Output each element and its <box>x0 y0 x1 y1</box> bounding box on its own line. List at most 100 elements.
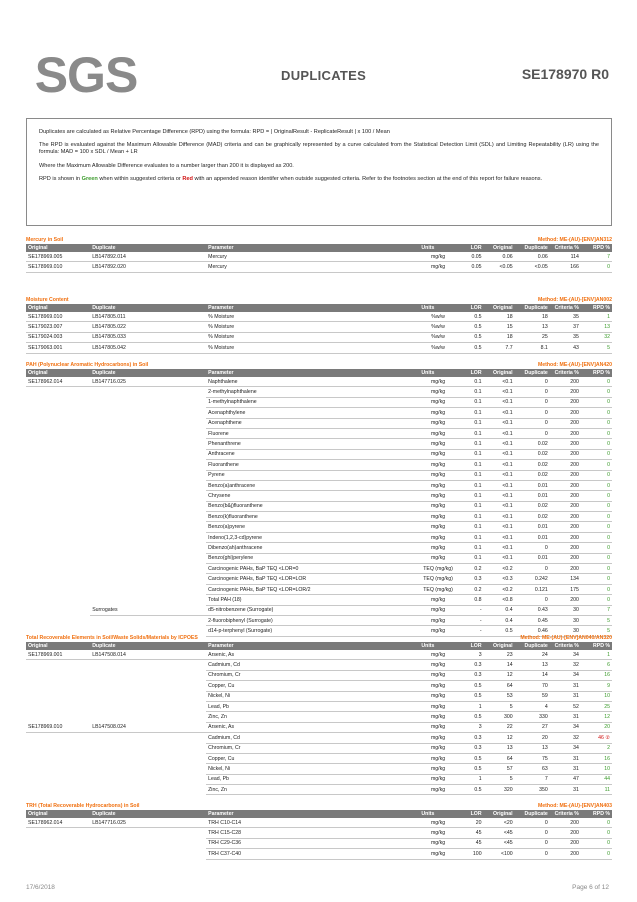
column-header: Original <box>26 810 91 818</box>
table-cell <box>26 849 90 859</box>
column-header: LOR <box>456 304 484 312</box>
table-row: d14-p-terphenyl (Surrogate) mg/kg -0.5 0.46… <box>26 625 612 637</box>
table-row: Chromium, Cr mg/kg 0.3 13 13 34 2 <box>26 743 612 754</box>
table-cell: 34 <box>549 650 581 661</box>
table-cell: LB147805.011 <box>90 312 207 323</box>
table-cell <box>26 418 90 428</box>
table-cell: % Moisture <box>206 321 420 333</box>
table-cell: LB147805.022 <box>90 321 207 333</box>
table-cell <box>26 660 90 670</box>
table-cell: 200 <box>549 407 581 419</box>
table-cell: 18 <box>514 312 550 323</box>
table-cell <box>90 470 206 480</box>
table-cell: 43 <box>549 342 581 354</box>
table-cell: 200 <box>549 470 581 481</box>
table-cell: mg/kg <box>419 763 457 775</box>
sgs-logo: SGS <box>35 48 139 100</box>
section-method: Method: ME-(AU)-[ENV]AN312 <box>537 237 612 243</box>
table-cell: 0.02 <box>514 501 550 513</box>
table-row: Nickel, Ni mg/kg 0.5 53 59 31 10 <box>26 691 612 702</box>
table-row: Acenaphthylene mg/kg 0.1 <0.1 0 200 0 <box>26 407 612 419</box>
table-cell <box>26 605 90 615</box>
column-header: Duplicate <box>90 369 207 377</box>
table-cell: SE179024.003 <box>26 332 91 344</box>
column-header: Criteria % <box>549 810 581 818</box>
column-header: Units <box>419 810 457 818</box>
table-cell: 0.05 <box>456 261 484 273</box>
section-title: Moisture Content <box>26 297 69 303</box>
section-title: Total Recoverable Elements in Soil/Waste… <box>26 635 198 641</box>
table-cell: 0 <box>580 827 612 839</box>
table-cell: Acenaphthene <box>206 418 420 429</box>
section-header: TRH (Total Recoverable Hydrocarbons) in … <box>26 802 612 810</box>
table-cell <box>90 660 206 670</box>
column-header: RPD % <box>580 304 612 312</box>
table-cell: 0.02 <box>514 511 550 523</box>
table-cell: 5 <box>580 615 612 627</box>
table-cell <box>90 480 206 490</box>
table-cell <box>26 532 90 542</box>
table-cell: Anthracene <box>206 449 420 461</box>
table-cell: Mercury <box>206 252 420 263</box>
table-cell: 200 <box>549 532 581 544</box>
table-cell: 25 <box>580 701 612 713</box>
table-row: 2-methylnaphthalene mg/kg 0.1 <0.1 0 200 0 <box>26 386 612 398</box>
table-cell: <0.1 <box>483 449 515 461</box>
table-cell <box>26 701 90 711</box>
table-cell: 52 <box>549 701 581 713</box>
table-row: Benzo(k)fluoranthene mg/kg 0.1 <0.1 0.02 200 0 <box>26 511 612 523</box>
table-cell: 44 <box>580 774 612 786</box>
table-cell: LB147716.025 <box>90 377 207 388</box>
table-cell: Chrysene <box>206 490 420 502</box>
table-cell: 70 <box>514 680 550 692</box>
table-cell: 0 <box>580 521 612 533</box>
table-cell: 200 <box>549 838 581 850</box>
section-method: Method: ME-(AU)-[ENV]AN040/AN320 <box>520 635 612 641</box>
table-row: Chrysene mg/kg 0.1 <0.1 0.01 200 0 <box>26 490 612 502</box>
table-cell <box>26 553 90 563</box>
column-header: Criteria % <box>549 304 581 312</box>
table-cell: 0 <box>580 818 612 829</box>
table-cell: <0.1 <box>483 521 515 533</box>
table-cell: 0.5 <box>456 711 484 723</box>
table-cell: 0 <box>514 397 550 409</box>
results-table: Original Duplicate Parameter Units LOR Origin… <box>26 642 612 796</box>
table-cell: 0.1 <box>456 521 484 533</box>
table-cell: SE178969.005 <box>26 252 91 263</box>
table-cell: Nickel, Ni <box>206 763 420 775</box>
report-id: SE178970 R0 <box>521 66 609 82</box>
table-cell: Arsenic, As <box>206 650 420 661</box>
table-cell: 20 <box>456 818 484 829</box>
table-cell: 13 <box>483 743 515 754</box>
table-cell: 0.3 <box>456 659 484 671</box>
table-cell <box>26 564 90 574</box>
section: PAH (Polynuclear Aromatic Hydrocarbons) … <box>26 361 612 637</box>
table-cell: 34 <box>549 670 581 682</box>
column-header: Duplicate <box>514 642 550 650</box>
table-cell: mg/kg <box>419 438 457 450</box>
table-cell: 0 <box>580 594 612 606</box>
table-cell: % Moisture <box>206 332 420 344</box>
table-cell <box>90 387 206 397</box>
table-cell <box>26 615 90 625</box>
table-cell: Dibenzo(ah)anthracene <box>206 542 420 554</box>
table-cell: 0 <box>580 542 612 554</box>
column-header: Original <box>26 369 91 377</box>
table-cell <box>26 691 90 701</box>
table-cell: 64 <box>483 680 515 692</box>
table-cell: 31 <box>549 763 581 775</box>
table-cell <box>90 418 206 428</box>
intro-formula: Duplicates are calculated as Relative Pe… <box>39 129 390 135</box>
red-word: Red <box>182 175 193 182</box>
table-cell: Cadmium, Cd <box>206 659 420 671</box>
table-cell: mg/kg <box>419 650 457 661</box>
table-cell: <0.1 <box>483 407 515 419</box>
table-cell: 0.2 <box>456 584 484 596</box>
table-cell: mg/kg <box>419 449 457 461</box>
table-cell: 12 <box>580 711 612 723</box>
table-cell: 5 <box>483 701 515 713</box>
table-cell: TRH C29-C36 <box>206 838 420 850</box>
table-cell: 0 <box>514 386 550 398</box>
svg-text:SGS: SGS <box>35 48 138 100</box>
table-cell: Fluorene <box>206 428 420 440</box>
